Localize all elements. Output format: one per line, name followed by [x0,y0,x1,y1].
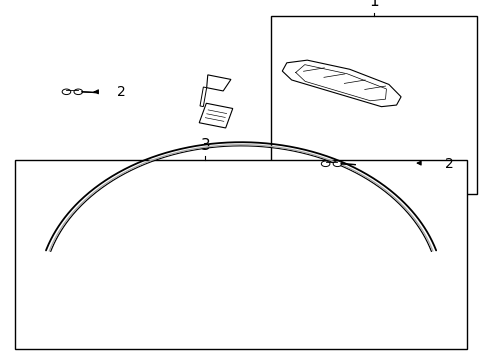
Text: 1: 1 [368,0,378,9]
Ellipse shape [62,89,71,95]
Ellipse shape [321,161,329,167]
Text: 3: 3 [200,138,210,153]
Text: 2: 2 [117,85,126,99]
Ellipse shape [74,89,82,95]
Ellipse shape [332,161,341,167]
Text: 2: 2 [444,157,453,171]
Polygon shape [282,60,400,107]
Bar [15,160,466,349]
Polygon shape [200,87,206,107]
Polygon shape [206,75,230,91]
Polygon shape [199,103,232,128]
Bar [271,16,476,194]
